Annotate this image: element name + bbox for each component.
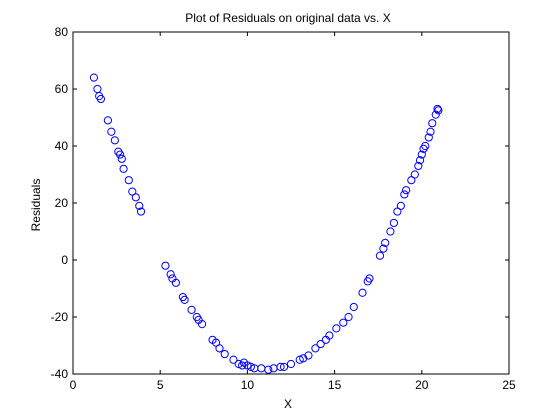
data-point <box>349 302 358 312</box>
data-point <box>234 359 243 369</box>
data-point <box>304 351 313 360</box>
data-point <box>339 318 348 327</box>
y-tick-label: -20 <box>51 310 69 324</box>
data-point <box>117 154 126 163</box>
x-axis-label: X <box>284 397 292 411</box>
data-point <box>96 94 106 104</box>
x-tick-label: 15 <box>328 378 342 392</box>
data-point <box>264 365 273 374</box>
data-point <box>276 362 285 371</box>
data-point <box>325 331 334 340</box>
data-point <box>316 339 325 349</box>
data-point <box>103 116 112 125</box>
data-point <box>365 274 374 283</box>
data-point <box>243 361 252 370</box>
data-point <box>424 133 433 142</box>
data-point <box>171 278 180 287</box>
plot-area <box>72 31 510 375</box>
x-tick-label: 10 <box>241 378 255 392</box>
x-tick-label: 20 <box>415 378 429 392</box>
data-point <box>311 344 320 353</box>
data-point <box>375 251 385 260</box>
data-point <box>417 150 426 159</box>
data-point <box>187 305 196 314</box>
data-point <box>428 119 437 128</box>
x-tick-label: 25 <box>502 378 516 392</box>
data-point <box>180 295 189 304</box>
data-point <box>135 201 144 210</box>
x-tick-label: 5 <box>157 378 164 392</box>
data-point <box>358 288 367 297</box>
y-tick-label: 80 <box>55 25 69 39</box>
data-point <box>434 106 443 115</box>
data-point <box>115 150 125 159</box>
data-point <box>295 355 304 364</box>
data-point <box>229 355 238 364</box>
y-axis-label: Residuals <box>29 179 43 232</box>
data-point <box>379 244 388 253</box>
data-points <box>89 73 443 374</box>
data-point <box>110 136 119 145</box>
chart-title: Plot of Residuals on original data vs. X <box>185 11 390 25</box>
data-point <box>220 349 229 359</box>
axis-ticks: 0 5 10 15 20 25 -40 -20 0 20 40 60 80 <box>51 25 516 392</box>
data-point <box>389 218 398 228</box>
data-point <box>426 127 435 136</box>
data-point <box>433 104 442 114</box>
data-point <box>161 261 170 270</box>
data-point <box>246 362 255 371</box>
data-point <box>215 344 224 353</box>
data-point <box>396 201 405 210</box>
data-point <box>414 161 423 171</box>
y-tick-label: 60 <box>55 82 69 96</box>
data-point <box>415 156 425 165</box>
x-tick-label: 0 <box>70 378 77 392</box>
data-point <box>166 270 175 279</box>
data-point <box>119 164 128 173</box>
data-point <box>400 190 409 199</box>
data-point <box>124 176 133 185</box>
data-point <box>136 207 146 216</box>
y-tick-label: 40 <box>55 139 69 153</box>
data-point <box>402 186 411 195</box>
data-point <box>431 110 440 119</box>
y-tick-label: -40 <box>51 367 69 381</box>
data-point <box>410 170 419 179</box>
y-tick-label: 0 <box>61 253 68 267</box>
y-tick-label: 20 <box>55 196 69 210</box>
data-point <box>131 193 140 202</box>
data-point <box>381 238 390 247</box>
data-point <box>89 73 99 82</box>
data-point <box>386 227 395 236</box>
data-point <box>279 362 289 371</box>
data-point <box>332 324 341 333</box>
data-point <box>107 127 116 136</box>
data-point <box>197 320 207 329</box>
data-point <box>344 312 353 322</box>
data-point <box>421 141 430 151</box>
data-point <box>286 359 296 369</box>
